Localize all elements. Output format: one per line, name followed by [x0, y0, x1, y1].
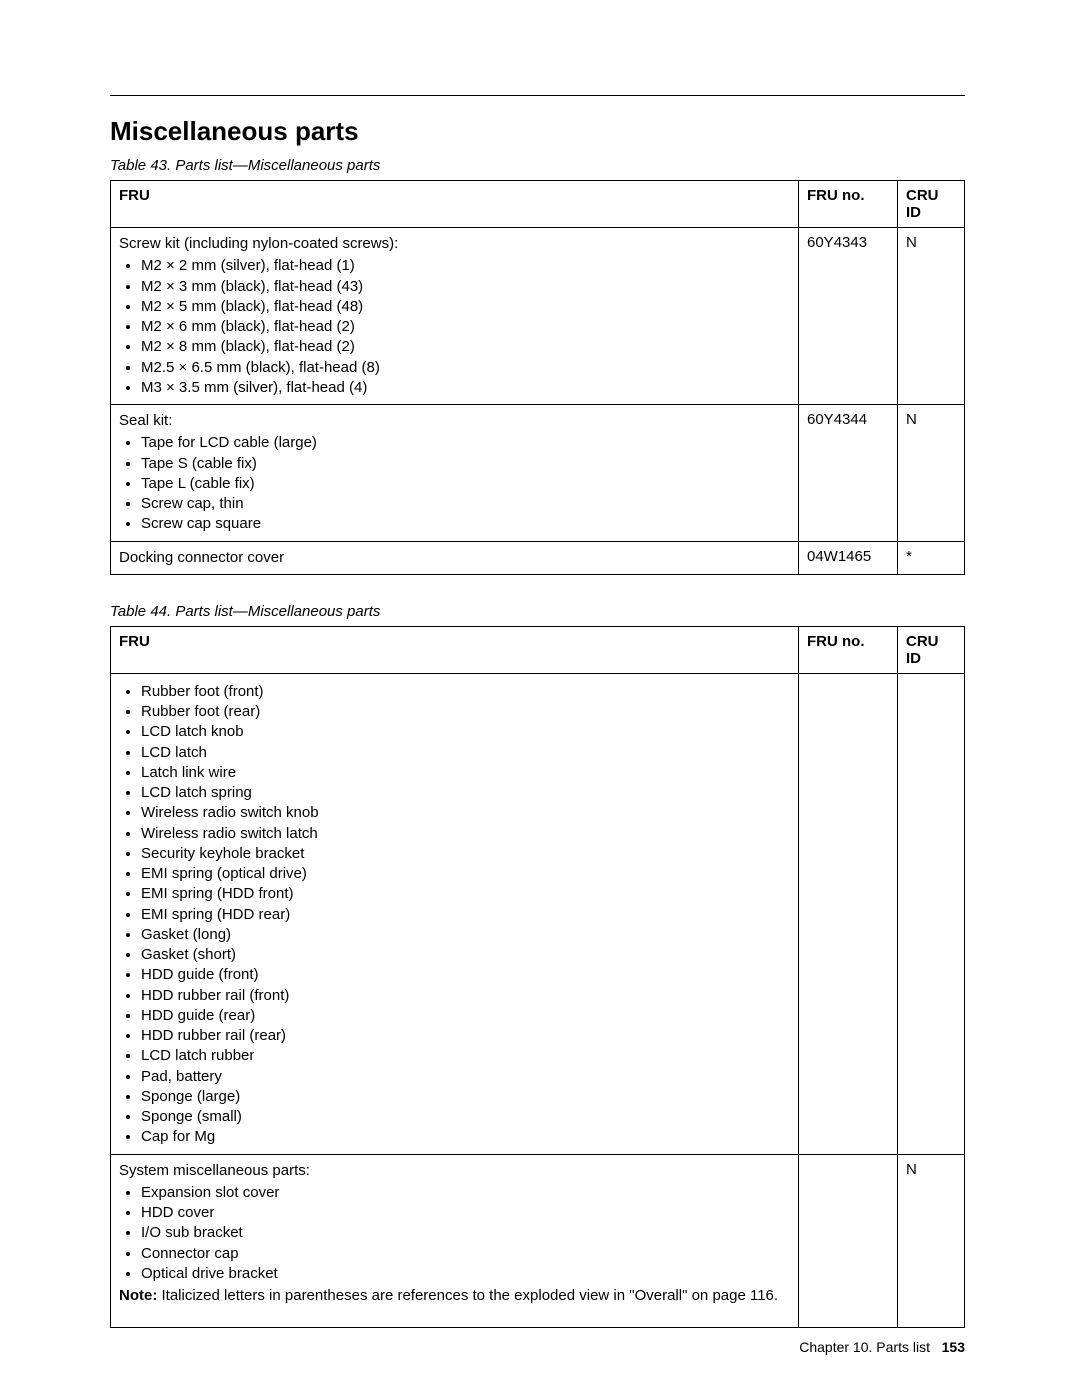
table43-caption: Table 43. Parts list—Miscellaneous parts — [110, 157, 965, 174]
list-item: Screw cap, thin — [141, 494, 790, 514]
list-item: Security keyhole bracket — [141, 844, 790, 864]
table-row: Seal kit: Tape for LCD cable (large) Tap… — [111, 405, 965, 542]
table43-r0-fru: Screw kit (including nylon-coated screws… — [111, 228, 799, 405]
cell-items: Rubber foot (front) Rubber foot (rear) L… — [119, 682, 790, 1148]
list-item: Sponge (small) — [141, 1107, 790, 1127]
table43-header-row: FRU FRU no. CRU ID — [111, 181, 965, 228]
list-item: M2 × 3 mm (black), flat-head (43) — [141, 277, 790, 297]
list-item: Sponge (large) — [141, 1087, 790, 1107]
list-item: Latch link wire — [141, 763, 790, 783]
cell-lead: Docking connector cover — [119, 548, 790, 568]
list-item: HDD guide (front) — [141, 965, 790, 985]
table44-r0-fru: Rubber foot (front) Rubber foot (rear) L… — [111, 673, 799, 1154]
list-item: M2 × 8 mm (black), flat-head (2) — [141, 337, 790, 357]
table44-hdr-fruno: FRU no. — [799, 626, 898, 673]
list-item: HDD cover — [141, 1203, 790, 1223]
footer-chapter: Chapter 10. Parts list — [799, 1339, 930, 1355]
table-row: System miscellaneous parts: Expansion sl… — [111, 1154, 965, 1328]
table43-r0-cruid: N — [898, 228, 965, 405]
cell-items: Tape for LCD cable (large) Tape S (cable… — [119, 433, 790, 534]
list-item: LCD latch knob — [141, 722, 790, 742]
list-item: Optical drive bracket — [141, 1264, 790, 1284]
top-rule — [110, 95, 965, 96]
list-item: HDD rubber rail (front) — [141, 986, 790, 1006]
cell-lead: Screw kit (including nylon-coated screws… — [119, 234, 790, 254]
table44-r0-fruno — [799, 673, 898, 1154]
table43-r1-cruid: N — [898, 405, 965, 542]
section-heading: Miscellaneous parts — [110, 116, 965, 147]
list-item: M2 × 6 mm (black), flat-head (2) — [141, 317, 790, 337]
list-item: M2 × 2 mm (silver), flat-head (1) — [141, 256, 790, 276]
table44-r1-fruno — [799, 1154, 898, 1328]
table43-hdr-fru: FRU — [111, 181, 799, 228]
table43-r1-fru: Seal kit: Tape for LCD cable (large) Tap… — [111, 405, 799, 542]
table44-caption: Table 44. Parts list—Miscellaneous parts — [110, 603, 965, 620]
cell-lead: System miscellaneous parts: — [119, 1161, 790, 1181]
list-item: M3 × 3.5 mm (silver), flat-head (4) — [141, 378, 790, 398]
list-item: LCD latch — [141, 743, 790, 763]
table-row: Rubber foot (front) Rubber foot (rear) L… — [111, 673, 965, 1154]
list-item: Connector cap — [141, 1244, 790, 1264]
table44-r0-cruid — [898, 673, 965, 1154]
table43-r0-fruno: 60Y4343 — [799, 228, 898, 405]
list-item: I/O sub bracket — [141, 1223, 790, 1243]
list-item: Screw cap square — [141, 514, 790, 534]
table43-r2-fruno: 04W1465 — [799, 541, 898, 574]
list-item: Wireless radio switch latch — [141, 824, 790, 844]
table43-hdr-fruno: FRU no. — [799, 181, 898, 228]
list-item: Gasket (long) — [141, 925, 790, 945]
list-item: EMI spring (optical drive) — [141, 864, 790, 884]
list-item: EMI spring (HDD rear) — [141, 905, 790, 925]
list-item: M2 × 5 mm (black), flat-head (48) — [141, 297, 790, 317]
cell-items: Expansion slot cover HDD cover I/O sub b… — [119, 1183, 790, 1284]
table-row: Docking connector cover 04W1465 * — [111, 541, 965, 574]
table43-r2-fru: Docking connector cover — [111, 541, 799, 574]
table44-r1-fru: System miscellaneous parts: Expansion sl… — [111, 1154, 799, 1328]
list-item: Wireless radio switch knob — [141, 803, 790, 823]
page: Miscellaneous parts Table 43. Parts list… — [0, 0, 1080, 1397]
table44: FRU FRU no. CRU ID Rubber foot (front) R… — [110, 626, 965, 1329]
cell-items: M2 × 2 mm (silver), flat-head (1) M2 × 3… — [119, 256, 790, 398]
list-item: Pad, battery — [141, 1067, 790, 1087]
list-item: Gasket (short) — [141, 945, 790, 965]
note-label: Note: — [119, 1287, 157, 1304]
list-item: Rubber foot (front) — [141, 682, 790, 702]
list-item: Tape S (cable fix) — [141, 454, 790, 474]
list-item: M2.5 × 6.5 mm (black), flat-head (8) — [141, 358, 790, 378]
cell-lead: Seal kit: — [119, 411, 790, 431]
table43-r2-cruid: * — [898, 541, 965, 574]
table43: FRU FRU no. CRU ID Screw kit (including … — [110, 180, 965, 575]
list-item: EMI spring (HDD front) — [141, 884, 790, 904]
list-item: HDD guide (rear) — [141, 1006, 790, 1026]
table44-r1-cruid: N — [898, 1154, 965, 1328]
page-footer: Chapter 10. Parts list 153 — [799, 1339, 965, 1355]
list-item: Rubber foot (rear) — [141, 702, 790, 722]
list-item: LCD latch spring — [141, 783, 790, 803]
table44-hdr-cruid: CRU ID — [898, 626, 965, 673]
list-item: Tape for LCD cable (large) — [141, 433, 790, 453]
note-text: Italicized letters in parentheses are re… — [157, 1287, 778, 1304]
cell-note: Note: Italicized letters in parentheses … — [119, 1286, 790, 1306]
table43-hdr-cruid: CRU ID — [898, 181, 965, 228]
table44-hdr-fru: FRU — [111, 626, 799, 673]
list-item: Expansion slot cover — [141, 1183, 790, 1203]
table44-header-row: FRU FRU no. CRU ID — [111, 626, 965, 673]
footer-page-number: 153 — [942, 1339, 965, 1355]
table-row: Screw kit (including nylon-coated screws… — [111, 228, 965, 405]
list-item: LCD latch rubber — [141, 1046, 790, 1066]
list-item: HDD rubber rail (rear) — [141, 1026, 790, 1046]
list-item: Tape L (cable fix) — [141, 474, 790, 494]
list-item: Cap for Mg — [141, 1127, 790, 1147]
table43-r1-fruno: 60Y4344 — [799, 405, 898, 542]
